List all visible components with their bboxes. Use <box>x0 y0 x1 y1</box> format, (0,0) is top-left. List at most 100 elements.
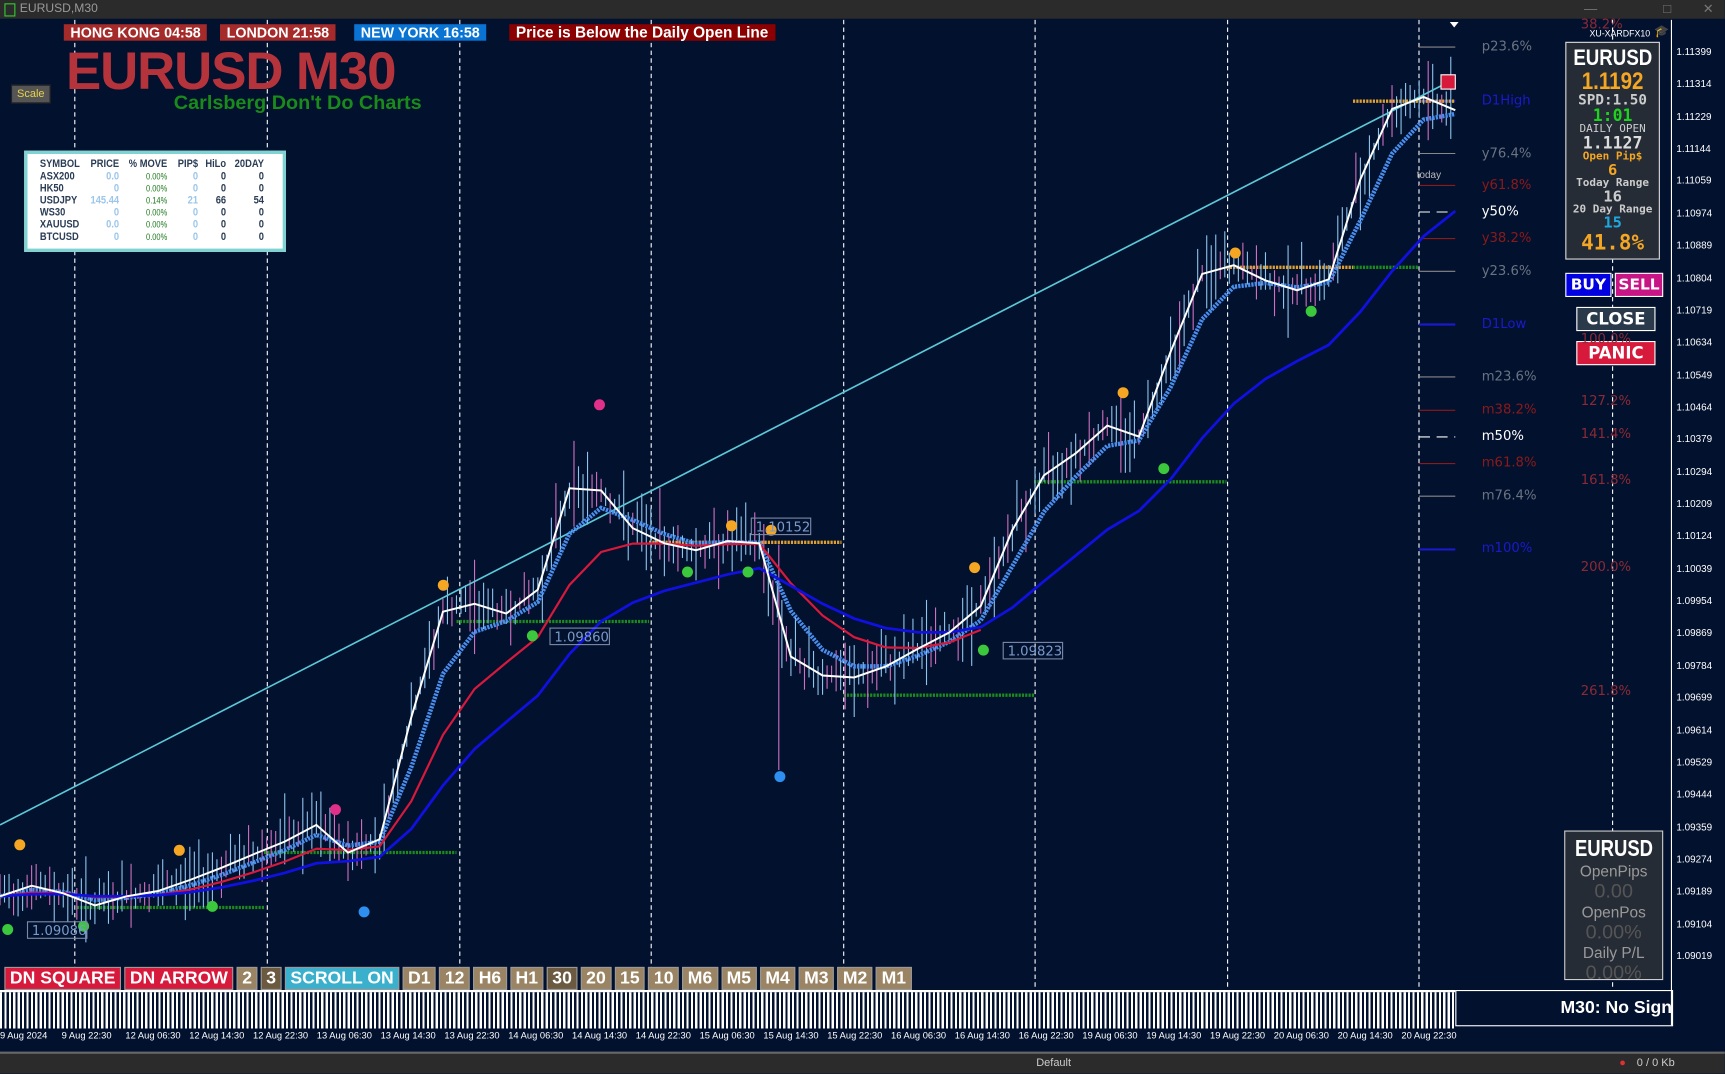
toolbar-button-3[interactable]: 3 <box>260 966 282 990</box>
price-tag: 1.09086 <box>32 924 87 939</box>
toolbar-button-d1[interactable]: D1 <box>402 966 437 990</box>
minimize-button[interactable]: — <box>1584 1 1598 17</box>
price-axis-label: 1.11399 <box>1676 46 1712 58</box>
table-row[interactable]: BTCUSD 0 0.00% 0 0 0 <box>34 231 269 243</box>
session-clock: LONDON 21:58 <box>220 24 336 41</box>
sell-button[interactable]: SELL <box>1614 272 1664 297</box>
fib-level-label: m23.6% <box>1481 368 1537 384</box>
table-row[interactable]: WS30 0 0.00% 0 0 0 <box>34 207 269 219</box>
scale-button[interactable]: Scale <box>11 84 51 104</box>
price-axis-label: 1.09359 <box>1676 821 1713 833</box>
chart-subtitle: Carlsberg Don't Do Charts <box>173 91 422 114</box>
today-range-value: 16 <box>1603 188 1622 206</box>
table-row[interactable]: USDJPY 145.44 0.14% 21 66 54 <box>34 195 269 207</box>
toolbar-button-m5[interactable]: M5 <box>721 966 757 990</box>
time-axis-label: 12 Aug 22:30 <box>253 1029 309 1041</box>
connection-status-icon: ● <box>1619 1057 1626 1070</box>
table-cell: 0 <box>192 218 198 231</box>
table-cell: 0 <box>192 182 198 195</box>
time-axis-label: 13 Aug 06:30 <box>316 1029 372 1041</box>
column-header: % MOVE <box>129 158 168 171</box>
session-clock: NEW YORK 16:58 <box>354 24 487 41</box>
close-window-button[interactable]: ✕ <box>1702 1 1714 17</box>
time-axis-label: 19 Aug 22:30 <box>1210 1029 1266 1041</box>
column-header: 20DAY <box>235 158 265 171</box>
table-row[interactable]: XAUUSD 0.0 0.00% 0 0 0 <box>34 219 269 231</box>
table-cell: 0.0 <box>105 218 119 231</box>
table-cell: 0 <box>259 170 265 183</box>
table-cell: 0.14% <box>146 195 168 206</box>
time-axis-label: 19 Aug 14:30 <box>1146 1029 1202 1041</box>
toolbar-button-dn-square[interactable]: DN SQUARE <box>4 966 122 990</box>
toolbar-button-12[interactable]: 12 <box>439 966 470 990</box>
panic-button[interactable]: PANIC <box>1576 341 1656 366</box>
table-cell: USDJPY <box>39 194 78 207</box>
fib-extension-label: 127.2% <box>1580 393 1632 409</box>
toolbar-button-30[interactable]: 30 <box>546 966 578 990</box>
broker-label: XU-XARDFX10 <box>1589 28 1651 39</box>
price-axis-label: 1.10124 <box>1676 530 1713 542</box>
time-axis-label: 13 Aug 14:30 <box>380 1029 436 1041</box>
signal-dot <box>358 906 370 918</box>
table-row[interactable]: HK50 0 0.00% 0 0 0 <box>34 183 269 195</box>
table-cell: 0.00% <box>146 220 168 230</box>
price-axis-label: 1.11314 <box>1676 78 1712 90</box>
signal-dot <box>1158 463 1170 475</box>
toolbar-button-m2[interactable]: M2 <box>837 966 873 990</box>
price-tag: 1.09860 <box>554 630 609 645</box>
profile-name: Default <box>1036 1057 1072 1070</box>
fib-level-label: y23.6% <box>1481 262 1532 278</box>
fib-level-label: m50% <box>1481 428 1524 444</box>
today-label: today <box>1416 169 1442 181</box>
fib-level-label: y76.4% <box>1481 144 1532 161</box>
fib-extension-label: 141.4% <box>1580 425 1632 441</box>
fib-level-label: y38.2% <box>1481 229 1532 246</box>
fib-level-label: m76.4% <box>1481 487 1537 503</box>
table-cell: 0.00% <box>146 183 168 194</box>
daily-open-label: DAILY OPEN <box>1579 123 1646 136</box>
price-axis-label: 1.09444 <box>1676 789 1713 801</box>
table-cell: 0 <box>221 182 227 195</box>
price-tag-box <box>1002 641 1064 660</box>
range-percent: 41.8% <box>1581 231 1645 256</box>
price-axis-label: 1.10549 <box>1676 369 1713 381</box>
table-cell: 0 <box>221 170 227 183</box>
table-cell: 0 <box>259 218 265 231</box>
close-button[interactable]: CLOSE <box>1576 306 1656 332</box>
chart-canvas[interactable]: 1.09086 1.09860 1.10152 1.09823 <box>0 19 1672 1027</box>
window-title: EURUSD,M30 <box>19 2 98 16</box>
maximize-button[interactable]: □ <box>1663 1 1672 17</box>
toolbar-button-m3[interactable]: M3 <box>798 966 835 990</box>
toolbar-button-m4[interactable]: M4 <box>759 966 796 990</box>
toolbar-button-20[interactable]: 20 <box>580 966 612 990</box>
toolbar-button-dn-arrow[interactable]: DN ARROW <box>124 966 234 990</box>
price-axis-label: 1.10039 <box>1676 562 1713 574</box>
toolbar-button-scroll-on[interactable]: SCROLL ON <box>284 966 400 990</box>
toolbar-button-h6[interactable]: H6 <box>473 966 507 990</box>
open-pips-label: OpenPips <box>1579 862 1648 880</box>
buy-button[interactable]: BUY <box>1565 272 1612 297</box>
price-chart[interactable]: 1.09086 1.09860 1.10152 1.09823 <box>0 19 1672 1027</box>
price-alert-banner: Price is Below the Daily Open Line <box>509 24 775 41</box>
time-axis-label: 20 Aug 06:30 <box>1273 1029 1329 1041</box>
toolbar-button-10[interactable]: 10 <box>648 966 680 990</box>
toolbar-button-2[interactable]: 2 <box>236 966 258 990</box>
daily-pl-label: Daily P/L <box>1582 943 1645 962</box>
signal-dot <box>330 804 341 816</box>
table-row[interactable]: ASX200 0.0 0.00% 0 0 0 <box>34 171 269 183</box>
price-axis-label: 1.11059 <box>1676 175 1712 187</box>
price-tag-box <box>750 517 812 536</box>
20day-range-value: 15 <box>1603 214 1622 233</box>
toolbar-button-m1[interactable]: M1 <box>876 966 912 990</box>
toolbar-button-h1[interactable]: H1 <box>510 966 544 990</box>
toolbar-button-m6[interactable]: M6 <box>682 966 718 990</box>
table-cell: 0 <box>113 182 119 195</box>
fib-level-label: D1Low <box>1481 315 1527 332</box>
table-cell: 0 <box>221 218 227 231</box>
time-axis-label: 14 Aug 06:30 <box>508 1029 564 1041</box>
title-bar: EURUSD,M30 — □ ✕ <box>0 0 1725 19</box>
price-axis-label: 1.09614 <box>1676 724 1713 736</box>
toolbar-button-15[interactable]: 15 <box>614 966 646 990</box>
signal-dot <box>594 399 605 411</box>
traffic-info: 0 / 0 Kb <box>1636 1057 1675 1070</box>
